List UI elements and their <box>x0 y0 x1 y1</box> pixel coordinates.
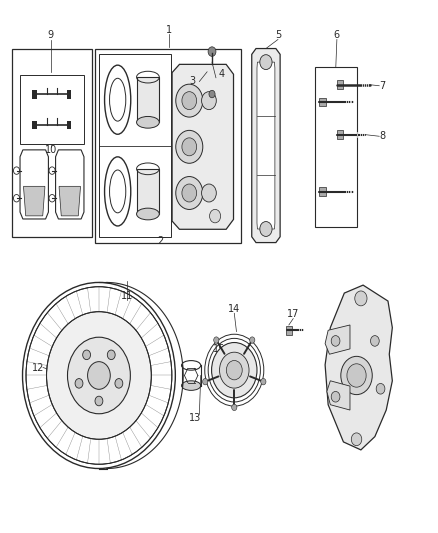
Circle shape <box>219 352 249 388</box>
Circle shape <box>176 84 203 117</box>
Circle shape <box>232 404 237 410</box>
Circle shape <box>331 391 340 402</box>
Circle shape <box>214 337 219 343</box>
Text: 3: 3 <box>190 77 196 86</box>
Polygon shape <box>24 187 45 216</box>
Bar <box>95 49 241 243</box>
Bar <box>67 120 71 129</box>
Text: 15: 15 <box>213 344 225 354</box>
Text: 8: 8 <box>380 131 386 141</box>
Circle shape <box>260 55 272 70</box>
Circle shape <box>261 378 266 385</box>
Bar <box>12 49 92 237</box>
Text: 14: 14 <box>228 304 240 314</box>
Circle shape <box>182 184 197 202</box>
Text: 17: 17 <box>287 309 300 319</box>
Bar <box>67 90 71 99</box>
Text: 12: 12 <box>32 362 44 373</box>
Bar <box>32 120 37 129</box>
Circle shape <box>176 176 203 209</box>
Text: 11: 11 <box>121 290 134 301</box>
Text: 13: 13 <box>189 413 201 423</box>
Circle shape <box>83 350 91 360</box>
Circle shape <box>209 90 215 98</box>
Circle shape <box>209 209 221 223</box>
Circle shape <box>176 131 203 163</box>
Circle shape <box>88 362 110 389</box>
Circle shape <box>95 396 103 406</box>
Circle shape <box>46 312 151 439</box>
Bar <box>99 54 171 237</box>
Bar <box>315 67 357 227</box>
Circle shape <box>212 343 257 398</box>
Polygon shape <box>327 381 350 410</box>
Bar <box>318 98 325 107</box>
Polygon shape <box>257 62 275 229</box>
Circle shape <box>226 360 242 380</box>
Text: 7: 7 <box>380 81 386 91</box>
Polygon shape <box>325 285 392 450</box>
Bar <box>337 80 343 89</box>
Bar <box>32 90 37 99</box>
Text: 9: 9 <box>48 30 54 41</box>
Circle shape <box>347 364 366 387</box>
Bar <box>20 75 84 144</box>
Circle shape <box>201 184 216 202</box>
Circle shape <box>351 433 362 446</box>
Circle shape <box>371 336 379 346</box>
Circle shape <box>182 138 197 156</box>
Circle shape <box>250 337 255 343</box>
Circle shape <box>331 336 340 346</box>
Text: 2: 2 <box>157 236 163 246</box>
Circle shape <box>355 291 367 306</box>
Circle shape <box>182 92 197 110</box>
Ellipse shape <box>181 381 201 390</box>
Circle shape <box>260 222 272 237</box>
Bar <box>286 326 292 335</box>
Bar <box>337 131 343 139</box>
Circle shape <box>376 383 385 394</box>
Text: 10: 10 <box>45 144 57 155</box>
Polygon shape <box>59 187 81 216</box>
Text: 6: 6 <box>334 30 340 41</box>
Bar <box>318 187 325 196</box>
Text: 4: 4 <box>218 69 224 79</box>
Bar <box>137 169 159 214</box>
Text: 5: 5 <box>275 30 281 41</box>
Bar <box>137 77 159 122</box>
Circle shape <box>208 47 216 56</box>
Polygon shape <box>325 325 350 354</box>
Text: 18: 18 <box>353 290 365 301</box>
Polygon shape <box>252 49 280 243</box>
Ellipse shape <box>137 116 159 128</box>
Ellipse shape <box>137 208 159 220</box>
Text: 1: 1 <box>166 25 172 35</box>
Circle shape <box>201 92 216 110</box>
Circle shape <box>341 357 372 394</box>
Circle shape <box>203 378 208 385</box>
Circle shape <box>67 337 131 414</box>
Circle shape <box>75 378 83 388</box>
Circle shape <box>107 350 115 360</box>
Circle shape <box>115 378 123 388</box>
Polygon shape <box>172 64 233 229</box>
